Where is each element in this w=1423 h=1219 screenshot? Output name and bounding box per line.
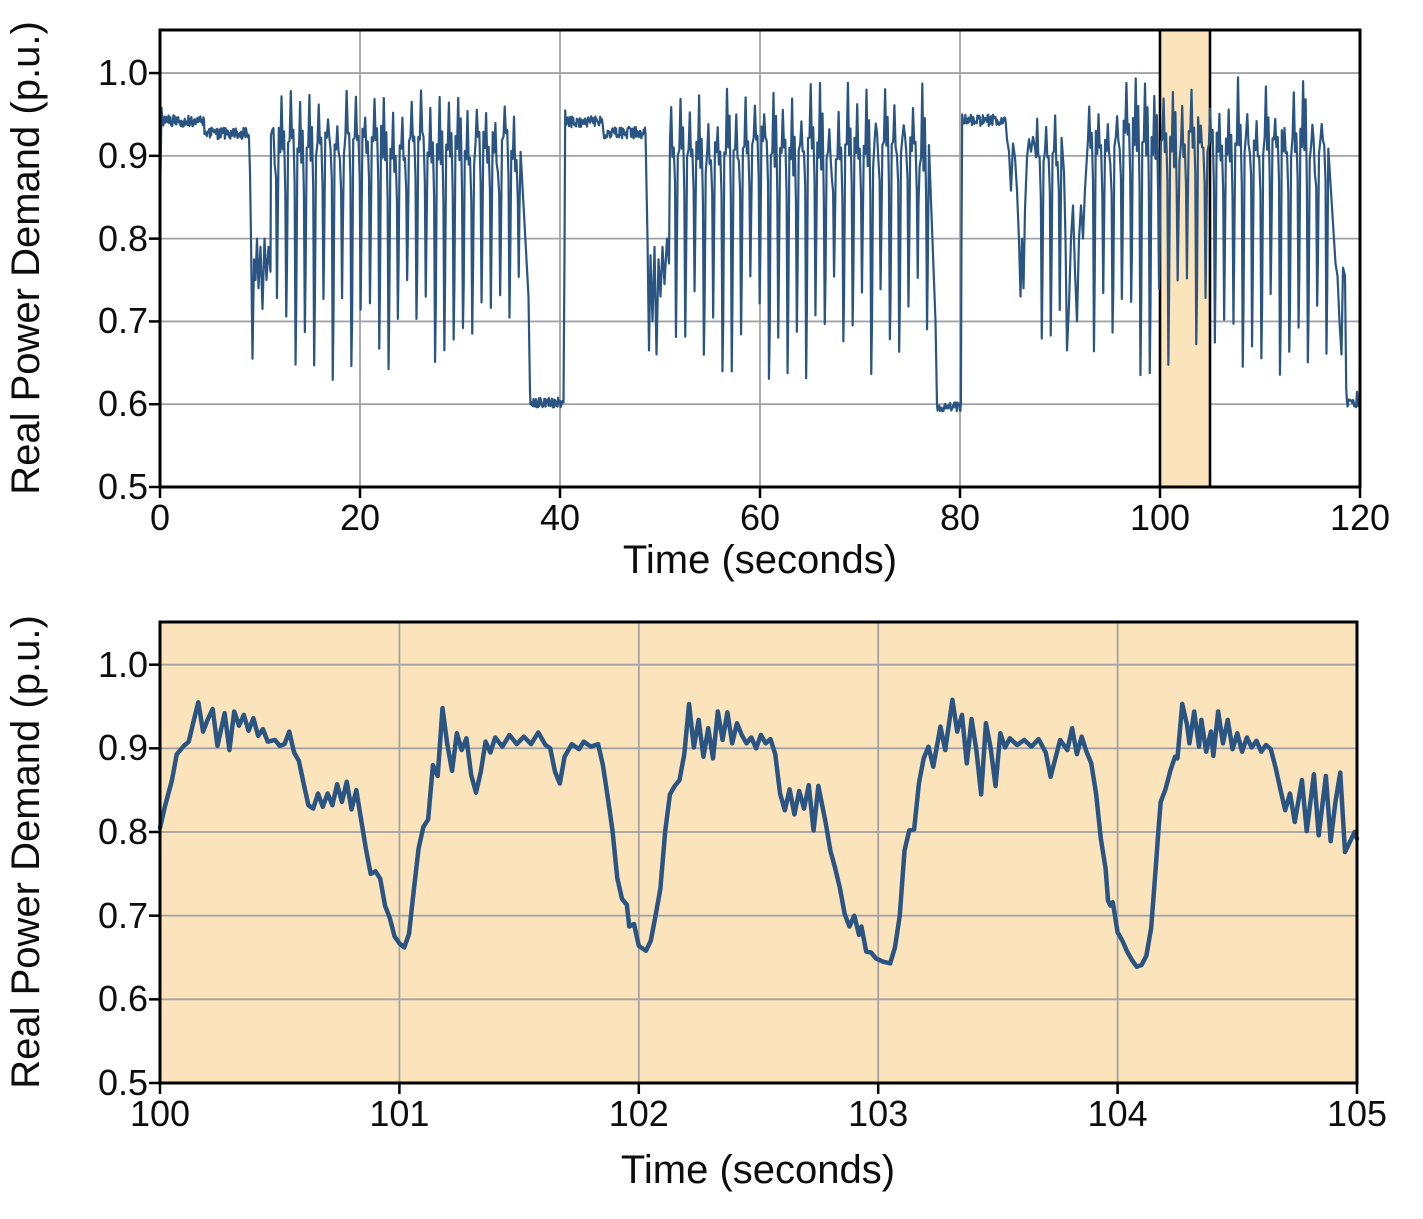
bottom-chart-y-tick-label: 0.7 (97, 894, 148, 936)
power-demand-line (157, 697, 1360, 969)
power-demand-line (158, 76, 1362, 413)
bottom-chart (149, 620, 1360, 1094)
bottom-chart-x-tick-label: 101 (369, 1093, 430, 1134)
top-chart-x-axis-label: Time (seconds) (622, 538, 898, 582)
bottom-chart-x-axis-label: Time (seconds) (620, 1148, 896, 1192)
bottom-chart-x-tick-label: 103 (848, 1093, 909, 1134)
plot-border (158, 620, 1359, 1085)
top-chart-y-tick-label: 0.7 (97, 300, 148, 342)
top-chart (149, 28, 1362, 498)
top-chart-x-tick-label: 20 (339, 497, 381, 538)
top-chart-y-tick-label: 0.9 (97, 134, 148, 176)
top-chart-x-tick-label: 120 (1329, 497, 1391, 538)
top-chart-y-tick-label: 0.6 (97, 383, 148, 425)
bottom-chart-y-axis-label: Real Power Demand (p.u.) (4, 615, 48, 1089)
bottom-chart-y-tick-label: 0.8 (97, 811, 148, 852)
top-chart-x-tick-label: 100 (1129, 497, 1191, 538)
top-chart-y-tick-label: 0.5 (97, 466, 148, 507)
bottom-chart-y-tick-label: 0.6 (97, 978, 148, 1020)
top-chart-x-tick-label: 0 (149, 497, 171, 538)
bottom-chart-x-tick-label: 100 (129, 1093, 191, 1134)
top-chart-x-tick-label: 40 (539, 497, 581, 538)
bottom-chart-y-tick-label: 1.0 (97, 643, 148, 685)
top-chart-y-axis-label: Real Power Demand (p.u.) (4, 21, 48, 495)
bottom-chart-x-tick-label: 105 (1326, 1093, 1388, 1134)
top-chart-x-tick-label: 60 (739, 497, 781, 538)
bottom-chart-y-tick-label: 0.5 (97, 1062, 148, 1103)
bottom-chart-x-tick-label: 102 (608, 1093, 669, 1134)
bottom-chart-x-tick-label: 104 (1087, 1093, 1148, 1134)
top-chart-y-tick-label: 1.0 (97, 52, 148, 94)
bottom-chart-y-tick-label: 0.9 (97, 727, 148, 769)
top-chart-x-tick-label: 80 (939, 497, 981, 538)
bottom-chart-background (160, 622, 1357, 1083)
top-chart-y-tick-label: 0.8 (97, 217, 148, 259)
